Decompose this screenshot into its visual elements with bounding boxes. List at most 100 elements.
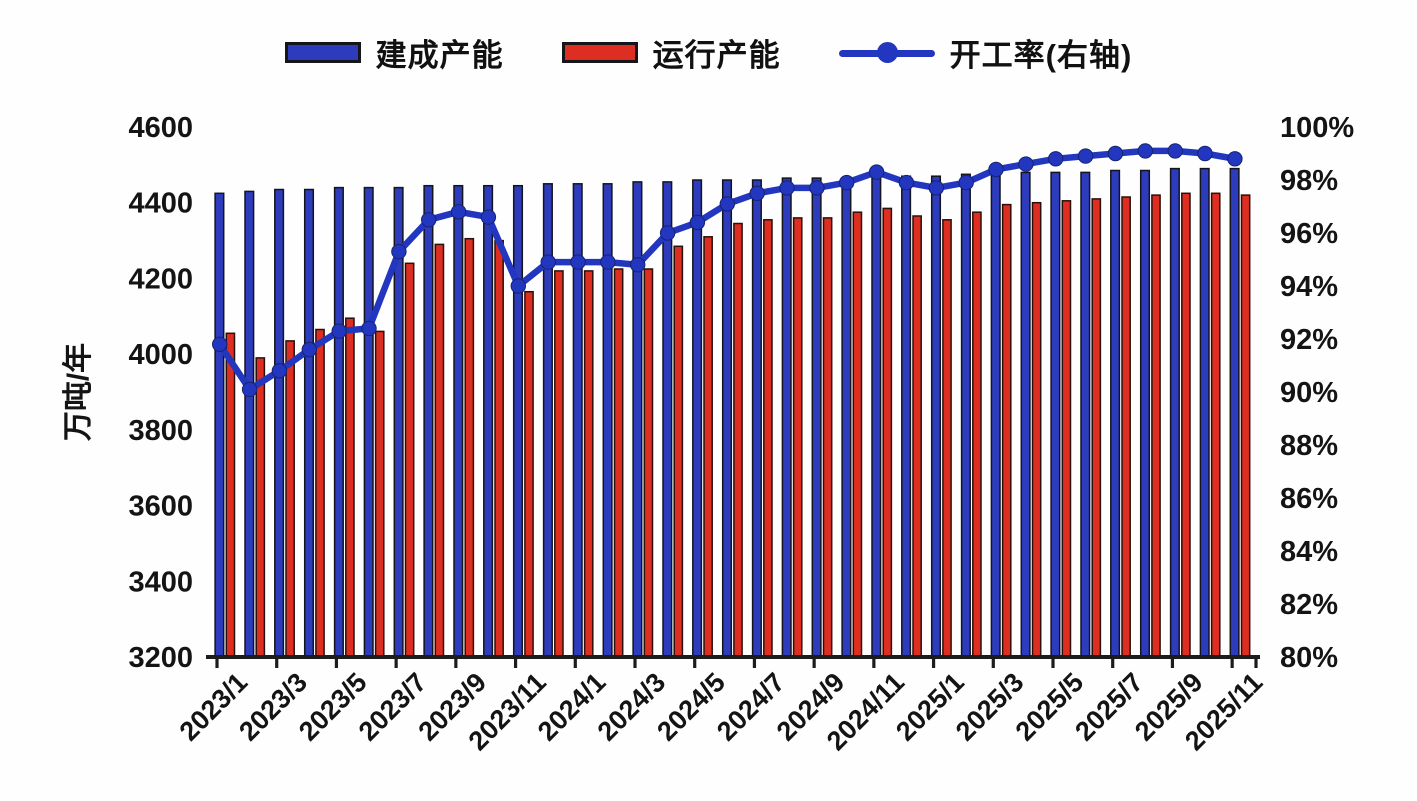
operating-capacity-bar bbox=[1121, 196, 1131, 658]
operating-rate-marker bbox=[749, 185, 765, 202]
operating-rate-marker bbox=[928, 180, 944, 196]
right-tick-label: 86% bbox=[1280, 483, 1338, 515]
operating-rate-marker bbox=[719, 196, 735, 212]
operating-capacity-bar bbox=[225, 332, 236, 658]
operating-rate-marker bbox=[1227, 151, 1243, 167]
operating-rate-marker bbox=[1167, 143, 1183, 159]
built-capacity-bar bbox=[721, 179, 733, 658]
operating-capacity-bar bbox=[1031, 201, 1042, 658]
line-swatch-dot bbox=[876, 41, 898, 63]
built-capacity-bar bbox=[960, 173, 971, 658]
built-capacity-bar bbox=[363, 186, 374, 658]
legend-item-built-capacity: 建成产能 bbox=[284, 30, 504, 75]
operating-rate-marker bbox=[391, 243, 407, 260]
operating-rate-marker bbox=[450, 204, 467, 220]
operating-rate-marker bbox=[241, 381, 258, 398]
operating-capacity-bar bbox=[613, 268, 624, 658]
built-capacity-bar bbox=[990, 173, 1001, 658]
operating-rate-marker bbox=[331, 323, 347, 339]
built-capacity-bar bbox=[423, 184, 434, 658]
operating-rate-marker bbox=[1107, 145, 1124, 162]
operating-capacity-bar bbox=[882, 207, 893, 658]
operating-rate-marker bbox=[480, 209, 497, 225]
left-tick-label: 4400 bbox=[128, 188, 193, 220]
operating-rate-marker bbox=[510, 278, 526, 294]
legend-label-built-capacity: 建成产能 bbox=[375, 38, 504, 73]
operating-capacity-bar bbox=[494, 239, 504, 658]
built-capacity-bar bbox=[841, 177, 852, 658]
left-tick-label: 4000 bbox=[128, 339, 193, 371]
operating-rate-marker bbox=[630, 257, 646, 273]
built-capacity-bar bbox=[303, 188, 315, 658]
left-tick-label: 3600 bbox=[128, 491, 193, 523]
legend-item-operating-capacity: 运行产能 bbox=[561, 30, 781, 75]
built-capacity-bar bbox=[333, 186, 344, 658]
chart-legend: 建成产能 运行产能 开工率(右轴) bbox=[0, 30, 1417, 75]
operating-rate-line-swatch-icon bbox=[838, 41, 935, 65]
operating-rate-marker bbox=[988, 161, 1004, 178]
built-capacity-bar bbox=[512, 184, 524, 658]
operating-capacity-bar bbox=[1151, 194, 1161, 658]
built-capacity-bar bbox=[871, 175, 882, 658]
built-capacity-bar bbox=[1050, 171, 1061, 658]
built-capacity-bar bbox=[930, 175, 942, 658]
built-capacity-bar bbox=[632, 181, 643, 658]
legend-label-operating-capacity: 运行产能 bbox=[652, 38, 781, 73]
operating-capacity-bar bbox=[434, 243, 445, 658]
operating-capacity-swatch-icon bbox=[561, 42, 638, 63]
built-capacity-bar bbox=[483, 184, 494, 658]
operating-rate-marker bbox=[540, 254, 556, 270]
operating-capacity-bar bbox=[1181, 192, 1191, 658]
legend-item-operating-rate: 开工率(右轴) bbox=[838, 30, 1133, 75]
operating-capacity-bar bbox=[942, 219, 952, 658]
operating-rate-marker bbox=[212, 336, 228, 352]
operating-capacity-bar bbox=[792, 217, 803, 658]
operating-capacity-bar bbox=[1061, 200, 1072, 658]
operating-rate-marker bbox=[839, 174, 855, 191]
operating-capacity-bar bbox=[404, 262, 415, 658]
left-tick-label: 3800 bbox=[128, 415, 193, 447]
built-capacity-bar bbox=[781, 177, 792, 658]
operating-capacity-bar bbox=[703, 236, 713, 658]
right-tick-label: 84% bbox=[1280, 536, 1338, 568]
operating-rate-marker bbox=[779, 180, 795, 196]
built-capacity-bar bbox=[274, 188, 285, 658]
right-tick-label: 92% bbox=[1280, 324, 1338, 356]
right-tick-label: 82% bbox=[1280, 589, 1338, 621]
legend-label-operating-rate: 开工率(右轴) bbox=[949, 38, 1133, 73]
operating-capacity-bar bbox=[733, 222, 743, 658]
operating-capacity-bar bbox=[1210, 192, 1221, 658]
operating-capacity-bar bbox=[912, 215, 922, 658]
built-capacity-bar bbox=[662, 181, 673, 658]
operating-rate-marker bbox=[271, 363, 288, 379]
operating-capacity-bar bbox=[643, 268, 654, 658]
operating-rate-marker bbox=[689, 214, 706, 231]
built-capacity-bar bbox=[1169, 167, 1180, 658]
x-axis-group bbox=[206, 655, 1260, 668]
operating-rate-line-group bbox=[212, 143, 1243, 398]
left-tick-label: 3400 bbox=[128, 566, 193, 598]
operating-rate-marker bbox=[301, 341, 317, 358]
operating-rate-marker bbox=[1197, 145, 1213, 162]
built-capacity-bar bbox=[214, 192, 225, 658]
built-capacity-bar bbox=[811, 177, 822, 658]
operating-capacity-bar bbox=[524, 290, 534, 658]
operating-rate-marker bbox=[898, 174, 915, 191]
operating-capacity-bar bbox=[583, 270, 594, 658]
operating-rate-marker bbox=[1077, 148, 1094, 164]
right-axis-labels: 100% 98% 96% 94% 92% 90% 88% 86% 84% 82% 80% bbox=[1280, 112, 1354, 674]
right-tick-label: 88% bbox=[1280, 430, 1338, 462]
operating-capacity-bar bbox=[972, 211, 982, 658]
left-axis-labels: 4600 4400 4200 4000 3800 3600 3400 3200 bbox=[128, 112, 193, 674]
operating-rate-marker bbox=[659, 225, 676, 241]
left-tick-label: 3200 bbox=[128, 642, 193, 674]
operating-capacity-bar bbox=[554, 270, 564, 658]
x-axis-labels: 2023/12023/32023/52023/72023/92023/11202… bbox=[174, 667, 1269, 756]
built-capacity-bar bbox=[1199, 167, 1210, 658]
built-capacity-bar bbox=[453, 184, 464, 658]
left-tick-label: 4200 bbox=[128, 263, 193, 295]
built-capacity-swatch-icon bbox=[284, 42, 361, 63]
right-tick-label: 80% bbox=[1280, 642, 1338, 674]
operating-capacity-bar bbox=[763, 219, 773, 658]
